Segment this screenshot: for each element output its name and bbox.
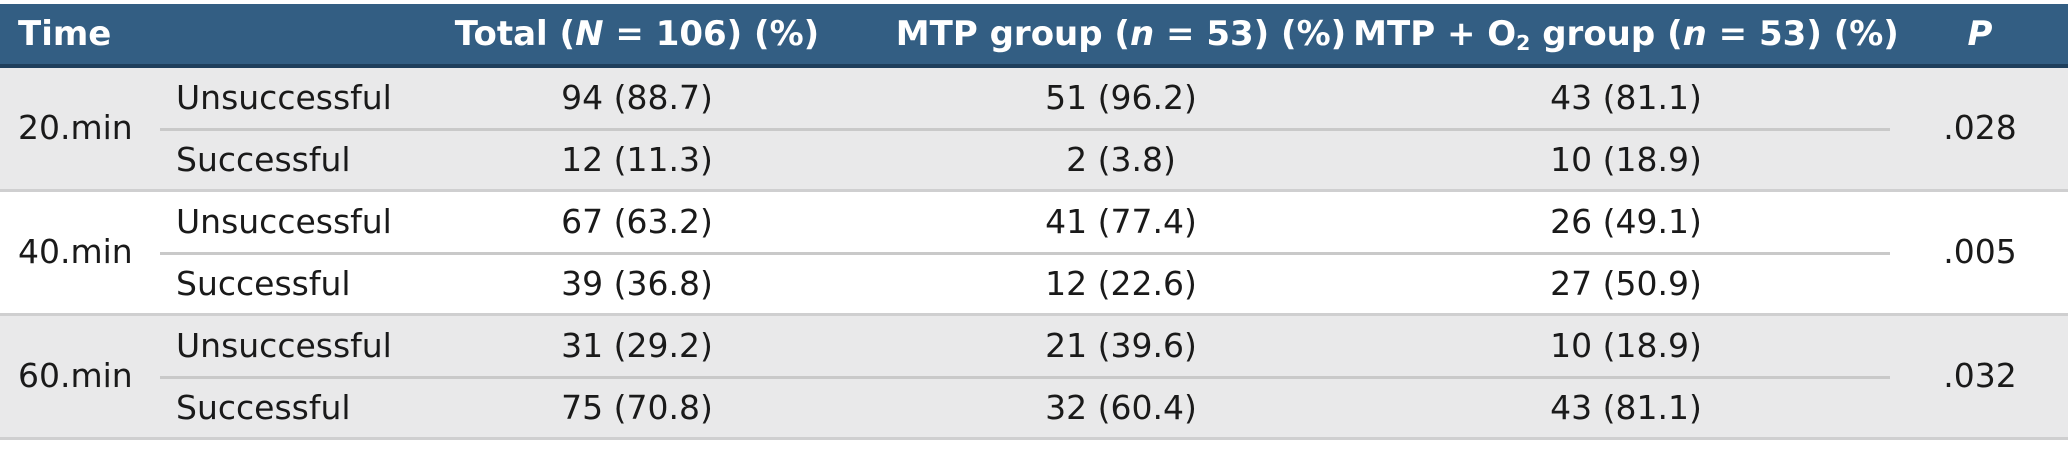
outcome-cell: Unsuccessful xyxy=(176,202,392,241)
table-row-group: 20.min Unsuccessful 94 (88.7) 51 (96.2) … xyxy=(0,68,2068,192)
row-divider xyxy=(160,376,1890,379)
mtp-cell: 21 (39.6) xyxy=(1045,326,1197,365)
outcome-cell: Unsuccessful xyxy=(176,326,392,365)
header-divider xyxy=(0,64,2068,68)
group-divider xyxy=(0,437,2068,440)
header-total: Total (N = 106) (%) xyxy=(454,14,820,54)
mtp-o2-cell: 10 (18.9) xyxy=(1550,140,1702,179)
mtp-o2-cell: 43 (81.1) xyxy=(1550,78,1702,117)
header-mtp-o2-group: MTP + O2 group (n = 53) (%) xyxy=(1353,14,1899,56)
mtp-cell: 51 (96.2) xyxy=(1045,78,1197,117)
mtp-o2-cell: 27 (50.9) xyxy=(1550,264,1702,303)
row-divider xyxy=(160,128,1890,131)
header-mtp-group: MTP group (n = 53) (%) xyxy=(895,14,1347,54)
mtp-o2-cell: 43 (81.1) xyxy=(1550,388,1702,427)
header-time: Time xyxy=(18,14,112,54)
p-value-cell: .005 xyxy=(1943,232,2017,271)
mtp-cell: 41 (77.4) xyxy=(1045,202,1197,241)
outcome-cell: Successful xyxy=(176,264,351,303)
results-table: Time Total (N = 106) (%) MTP group (n = … xyxy=(0,4,2068,440)
table-header: Time Total (N = 106) (%) MTP group (n = … xyxy=(0,4,2068,64)
group-divider xyxy=(0,189,2068,192)
table-row-group: 40.min Unsuccessful 67 (63.2) 41 (77.4) … xyxy=(0,192,2068,316)
total-cell: 67 (63.2) xyxy=(561,202,713,241)
outcome-cell: Unsuccessful xyxy=(176,78,392,117)
total-cell: 75 (70.8) xyxy=(561,388,713,427)
mtp-o2-cell: 26 (49.1) xyxy=(1550,202,1702,241)
outcome-cell: Successful xyxy=(176,140,351,179)
time-cell: 40.min xyxy=(18,232,133,271)
time-cell: 60.min xyxy=(18,356,133,395)
row-divider xyxy=(160,252,1890,255)
table-row-group: 60.min Unsuccessful 31 (29.2) 21 (39.6) … xyxy=(0,316,2068,440)
mtp-o2-cell: 10 (18.9) xyxy=(1550,326,1702,365)
outcome-cell: Successful xyxy=(176,388,351,427)
total-cell: 12 (11.3) xyxy=(561,140,713,179)
total-cell: 39 (36.8) xyxy=(561,264,713,303)
p-value-cell: .028 xyxy=(1943,108,2017,147)
p-value-cell: .032 xyxy=(1943,356,2017,395)
mtp-cell: 32 (60.4) xyxy=(1045,388,1197,427)
header-p: P xyxy=(1967,14,1993,54)
total-cell: 31 (29.2) xyxy=(561,326,713,365)
mtp-cell: 2 (3.8) xyxy=(1066,140,1176,179)
mtp-cell: 12 (22.6) xyxy=(1045,264,1197,303)
group-divider xyxy=(0,313,2068,316)
time-cell: 20.min xyxy=(18,108,133,147)
total-cell: 94 (88.7) xyxy=(561,78,713,117)
